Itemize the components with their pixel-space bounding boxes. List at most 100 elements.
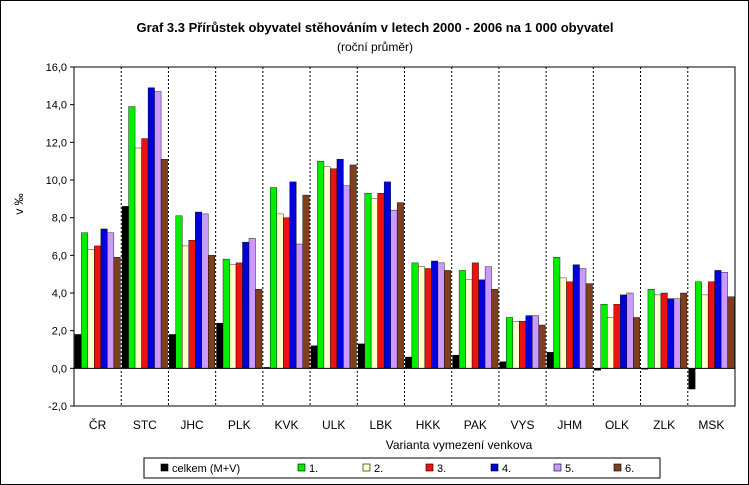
x-tick-label: MSK — [698, 418, 724, 432]
bar — [107, 232, 115, 369]
legend-swatch — [160, 463, 169, 472]
bar — [626, 292, 634, 369]
y-axis-label: v ‰ — [12, 193, 26, 214]
bar — [444, 270, 452, 369]
bar — [458, 270, 466, 369]
x-tick-label: STC — [133, 418, 157, 432]
y-tick-label: 10,0 — [46, 175, 67, 187]
bar — [600, 304, 608, 369]
legend-label: 2. — [374, 463, 383, 475]
grid-lines — [120, 67, 689, 406]
y-tick-label: 14,0 — [46, 100, 67, 112]
bar — [283, 217, 290, 369]
legend-swatch — [425, 463, 434, 472]
bar — [175, 215, 183, 369]
bar — [216, 322, 224, 369]
bar — [349, 164, 357, 369]
bar — [532, 315, 539, 369]
bar — [688, 368, 696, 390]
bar — [364, 192, 372, 369]
bar — [74, 334, 82, 369]
bar — [585, 283, 593, 369]
y-axis-ticks: -2,0 0,0 2,0 4,0 6,0 8,0 10,0 12,0 14,0 16,0 — [46, 62, 74, 413]
bar — [538, 324, 546, 369]
legend-label: 4. — [502, 463, 511, 475]
bar — [296, 243, 303, 369]
x-tick-label: VYS — [511, 418, 535, 432]
x-tick-label: ZLK — [653, 418, 675, 432]
bar — [370, 198, 378, 369]
legend-swatch — [553, 463, 562, 472]
bar — [499, 361, 507, 369]
bar — [566, 281, 574, 369]
bar — [154, 91, 162, 369]
bar — [613, 304, 621, 369]
bar — [248, 238, 256, 369]
bar — [188, 240, 196, 369]
legend-label: 5. — [565, 463, 574, 475]
bar — [405, 356, 413, 369]
bar — [310, 345, 318, 369]
bar — [323, 166, 331, 369]
bar — [553, 257, 561, 369]
bar — [208, 255, 215, 369]
x-tick-label: PLK — [228, 418, 251, 432]
bar — [525, 315, 533, 369]
bar — [727, 296, 735, 369]
bar — [255, 289, 263, 369]
bar — [121, 206, 129, 369]
bar — [100, 228, 108, 369]
bar — [147, 87, 155, 369]
x-tick-label: KVK — [274, 418, 298, 432]
x-tick-label: OLK — [605, 418, 629, 432]
bar — [484, 266, 492, 369]
bar — [491, 289, 499, 369]
bar — [390, 209, 398, 369]
bar — [680, 292, 688, 369]
legend: celkem (M+V) 1. 2. 3. 4. 5. 6. — [143, 457, 661, 479]
bar — [707, 281, 715, 369]
bar — [633, 317, 640, 369]
x-tick-label: HKK — [416, 418, 441, 432]
bar — [418, 266, 426, 369]
bar — [647, 289, 655, 369]
bar — [383, 181, 391, 369]
y-tick-label: 16,0 — [46, 62, 67, 74]
legend-label: celkem (M+V) — [172, 463, 240, 475]
bar — [546, 352, 554, 369]
bar — [128, 106, 136, 369]
bar — [242, 241, 250, 369]
y-tick-label: 0,0 — [52, 363, 67, 375]
y-tick-label: -2,0 — [48, 401, 67, 413]
bar — [607, 317, 614, 369]
bar — [195, 211, 202, 369]
bar — [673, 298, 681, 369]
bar — [235, 262, 243, 369]
bar — [396, 202, 404, 369]
legend-swatch — [297, 463, 306, 472]
bar — [579, 268, 587, 369]
bar — [654, 294, 662, 369]
bar — [620, 294, 627, 369]
bar — [201, 213, 209, 369]
bar — [506, 317, 513, 369]
bar — [559, 277, 567, 369]
bar — [411, 262, 419, 369]
bar — [94, 245, 102, 369]
legend-label: 1. — [309, 463, 318, 475]
y-tick-label: 2,0 — [52, 326, 67, 338]
bar — [141, 138, 149, 369]
legend-label: 3. — [437, 463, 446, 475]
bar — [343, 185, 351, 369]
x-tick-label: JHC — [180, 418, 204, 432]
x-tick-label: ULK — [322, 418, 345, 432]
bar — [512, 321, 520, 369]
legend-swatch — [362, 463, 371, 472]
chart-subtitle: (roční průměr) — [337, 40, 413, 54]
y-tick-label: 4,0 — [52, 288, 67, 300]
legend-swatch — [490, 463, 499, 472]
bar — [431, 260, 439, 369]
bar — [160, 159, 168, 369]
bar — [134, 147, 142, 369]
bar — [289, 181, 297, 369]
